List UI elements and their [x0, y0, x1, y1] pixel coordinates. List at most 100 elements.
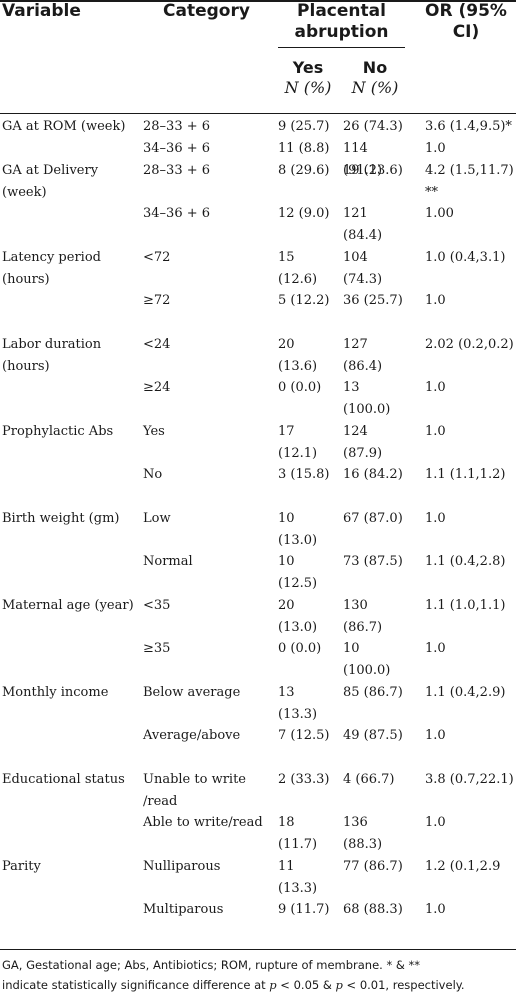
cell-category: 28–33 + 6 [143, 119, 211, 134]
header-yes-n: N (%) [278, 78, 338, 98]
header-ci: CI) [452, 22, 480, 42]
cell-or: 1.2 (0.1,2.9 [425, 859, 501, 874]
cell-category: Unable to write [143, 772, 246, 787]
cell-category: <24 [143, 337, 171, 352]
cell-yes: (13.0) [278, 533, 318, 548]
cell-yes: 13 [278, 685, 295, 700]
header-bottom-rule [0, 113, 516, 114]
cell-no: (86.7) [343, 620, 383, 635]
cell-or: 1.0 (0.4,3.1) [425, 250, 506, 265]
cell-category: /read [143, 794, 178, 809]
cell-category: Able to write/read [143, 815, 263, 830]
cell-or: 1.0 [425, 815, 446, 830]
cell-yes: 0 (0.0) [278, 380, 322, 395]
cell-category: Below average [143, 685, 241, 700]
cell-category: Normal [143, 554, 193, 569]
cell-yes: 2 (33.3) [278, 772, 330, 787]
cell-or: 1.0 [425, 728, 446, 743]
cell-or: 1.0 [425, 380, 446, 395]
cell-or: 1.1 (0.4,2.8) [425, 554, 506, 569]
cell-no: (86.4) [343, 359, 383, 374]
cell-variable: Maternal age (year) [2, 598, 134, 613]
cell-yes: (13.3) [278, 881, 318, 896]
header-category: Category [163, 1, 250, 21]
cell-or: 1.00 [425, 206, 454, 221]
cell-category: <72 [143, 250, 171, 265]
footnote: GA, Gestational age; Abs, Antibiotics; R… [2, 955, 516, 995]
footnote-text-a: indicate statistically significance diff… [2, 978, 270, 992]
cell-yes: 9 (25.7) [278, 119, 330, 134]
cell-yes: 17 [278, 424, 295, 439]
cell-yes: 9 (11.7) [278, 902, 330, 917]
footnote-line-1: GA, Gestational age; Abs, Antibiotics; R… [2, 958, 421, 972]
cell-variable: Monthly income [2, 685, 109, 700]
cell-yes: 12 (9.0) [278, 206, 330, 221]
cell-variable: Educational status [2, 772, 125, 787]
header-no: No [340, 58, 410, 78]
cell-no: 77 (86.7) [343, 859, 403, 874]
cell-or: 2.02 (0.2,0.2) [425, 337, 514, 352]
cell-category: 28–33 + 6 [143, 163, 211, 178]
cell-yes: (13.0) [278, 620, 318, 635]
cell-no: 114 [343, 141, 368, 156]
cell-no: 130 [343, 598, 368, 613]
header-or: OR (95% [425, 1, 507, 21]
footnote-p2: p [335, 978, 343, 992]
cell-no: 104 [343, 250, 368, 265]
cell-or: 1.0 [425, 641, 446, 656]
cell-category: Nulliparous [143, 859, 221, 874]
cell-or: 1.0 [425, 424, 446, 439]
cell-variable: Birth weight (gm) [2, 511, 120, 526]
cell-no: (91.2) [343, 163, 383, 178]
cell-category: 34–36 + 6 [143, 141, 211, 156]
header-abruption: abruption [294, 22, 389, 42]
cell-no: 4 (66.7) [343, 772, 395, 787]
cell-no: 85 (86.7) [343, 685, 403, 700]
cell-yes: 11 [278, 859, 295, 874]
cell-no: (100.0) [343, 402, 391, 417]
cell-yes: 20 [278, 598, 295, 613]
cell-no: 26 (74.3) [343, 119, 403, 134]
cell-category: Low [143, 511, 171, 526]
cell-no: 49 (87.5) [343, 728, 403, 743]
cell-category: 34–36 + 6 [143, 206, 211, 221]
cell-yes: (13.6) [278, 359, 318, 374]
footnote-text-c: < 0.01, respectively. [342, 978, 465, 992]
cell-or: 1.1 (1.0,1.1) [425, 598, 506, 613]
cell-variable: GA at ROM (week) [2, 119, 126, 134]
header-yes-npct: N (%) [284, 78, 332, 97]
cell-or: 4.2 (1.5,11.7) [425, 163, 514, 178]
cell-or: 1.0 [425, 902, 446, 917]
cell-no: 67 (87.0) [343, 511, 403, 526]
cell-variable: (hours) [2, 272, 50, 287]
header-no-label: No [362, 58, 388, 77]
header-no-n: N (%) [340, 78, 410, 98]
cell-category: No [143, 467, 163, 482]
cell-variable: Parity [2, 859, 41, 874]
cell-yes: 0 (0.0) [278, 641, 322, 656]
cell-category: Multiparous [143, 902, 224, 917]
cell-or: 1.0 [425, 511, 446, 526]
header-variable: Variable [2, 1, 81, 21]
cell-yes: 10 [278, 554, 295, 569]
cell-category: <35 [143, 598, 171, 613]
cell-no: (88.3) [343, 837, 383, 852]
cell-variable: Labor duration [2, 337, 102, 352]
cell-or: 1.1 (0.4,2.9) [425, 685, 506, 700]
cell-yes: 20 [278, 337, 295, 352]
top-rule [0, 0, 516, 2]
cell-yes: (11.7) [278, 837, 318, 852]
cell-yes: (12.1) [278, 446, 318, 461]
cell-variable: Latency period [2, 250, 101, 265]
cell-no: 73 (87.5) [343, 554, 403, 569]
cell-no: 136 [343, 815, 368, 830]
cell-variable: GA at Delivery [2, 163, 99, 178]
cell-yes: 15 [278, 250, 295, 265]
cell-or: 1.1 (1.1,1.2) [425, 467, 506, 482]
footnote-p1: p [269, 978, 277, 992]
header-yes: Yes [278, 58, 338, 78]
cell-no: 121 [343, 206, 368, 221]
cell-no: (84.4) [343, 228, 383, 243]
cell-yes: 11 (8.8) [278, 141, 330, 156]
